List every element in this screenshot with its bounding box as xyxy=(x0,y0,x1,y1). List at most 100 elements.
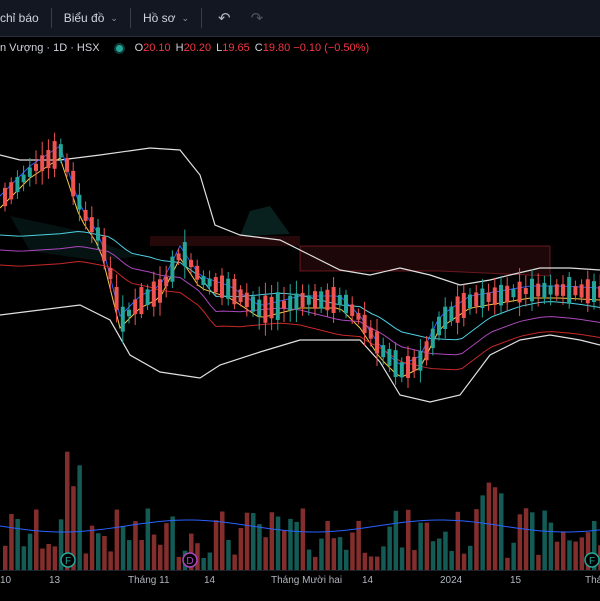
time-axis-label: Tháng Mười hai xyxy=(271,575,343,586)
charts-label: Biểu đồ xyxy=(63,11,105,25)
candle xyxy=(282,300,286,309)
volume-bar xyxy=(461,553,467,570)
ichimoku-cloud xyxy=(10,216,140,261)
bollinger-upper-line xyxy=(0,147,600,286)
volume-bar xyxy=(511,542,516,570)
candle xyxy=(275,292,280,320)
candle xyxy=(83,209,88,221)
candle xyxy=(207,278,212,287)
candle xyxy=(424,341,429,361)
candle xyxy=(201,275,206,285)
volume-bar xyxy=(114,509,120,570)
candle xyxy=(579,284,584,298)
candle xyxy=(120,306,125,332)
candle xyxy=(381,345,386,358)
volume-bar xyxy=(480,495,485,570)
moving-average-line xyxy=(0,260,600,371)
volume-bar xyxy=(561,531,566,570)
candle xyxy=(21,174,26,183)
volume-bar xyxy=(176,556,182,570)
volume-bar xyxy=(257,524,262,570)
candle xyxy=(189,259,193,268)
volume-bar xyxy=(139,540,144,570)
candle xyxy=(263,295,268,323)
volume-bar xyxy=(523,508,529,570)
volume-bar xyxy=(83,553,89,570)
candle xyxy=(480,288,485,309)
volume-bar xyxy=(263,537,268,570)
toolbar-divider xyxy=(201,8,203,28)
volume-bar xyxy=(319,538,324,570)
candle xyxy=(585,279,590,304)
candle xyxy=(220,275,224,298)
candle xyxy=(300,292,305,308)
volume-bar xyxy=(96,533,101,570)
candle xyxy=(319,291,324,309)
charts-menu-button[interactable]: Biểu đồ ⌄ xyxy=(58,0,124,36)
candle xyxy=(46,150,51,169)
volume-bar xyxy=(102,536,107,570)
candle xyxy=(226,278,231,299)
candle xyxy=(127,309,131,317)
time-axis-label: Tháng 11 xyxy=(128,575,170,586)
toolbar-divider xyxy=(129,8,131,28)
candle xyxy=(52,141,57,169)
volume-bar xyxy=(418,522,423,570)
candle xyxy=(530,278,534,302)
volume-bar xyxy=(505,557,510,570)
volume-bar xyxy=(232,554,237,570)
candle xyxy=(164,276,169,287)
volume-bar xyxy=(151,534,157,570)
volume-bar xyxy=(449,550,454,570)
volume-bar xyxy=(294,521,299,570)
market-status-icon[interactable] xyxy=(115,44,123,52)
candle xyxy=(592,281,596,302)
close-key: C xyxy=(254,42,263,54)
volume-bar xyxy=(579,537,585,570)
volume-bar xyxy=(58,519,64,570)
candle xyxy=(418,350,423,371)
indicators-button[interactable]: chỉ báo xyxy=(0,0,45,36)
volume-bar xyxy=(77,465,82,570)
candle xyxy=(244,292,249,308)
volume-bar xyxy=(46,543,51,570)
candle xyxy=(65,158,69,172)
volume-bar xyxy=(9,514,14,570)
volume-bar xyxy=(573,541,578,570)
volume-bar xyxy=(27,533,33,570)
event-marker-icon xyxy=(182,552,198,568)
volume-bar xyxy=(393,510,399,570)
candle xyxy=(443,306,448,330)
volume-bar xyxy=(381,546,386,570)
redo-icon[interactable]: ↷ xyxy=(250,10,264,27)
candle xyxy=(269,296,274,319)
candle xyxy=(511,289,516,298)
volume-bar xyxy=(455,511,461,570)
symbol-title[interactable]: n Vượng · 1D · HSX xyxy=(0,42,100,54)
undo-icon[interactable]: ↶ xyxy=(218,10,231,27)
volume-bar xyxy=(331,538,337,570)
ichimoku-cloud xyxy=(240,206,290,236)
volume-bar xyxy=(108,551,113,570)
candle xyxy=(195,265,200,280)
candle xyxy=(182,242,187,267)
event-marker-icon xyxy=(60,552,76,568)
volume-bar xyxy=(164,523,169,570)
event-marker-icon xyxy=(584,552,600,568)
open-value: 20.10 xyxy=(143,42,171,54)
candle xyxy=(474,292,479,307)
candle xyxy=(251,296,255,312)
low-key: L xyxy=(216,42,223,54)
candle xyxy=(288,295,293,311)
candle xyxy=(430,328,435,349)
profile-menu-button[interactable]: Hồ sơ ⌄ xyxy=(137,0,195,36)
volume-bar xyxy=(486,482,492,570)
volume-bar xyxy=(536,554,541,570)
time-axis[interactable]: 10 13 Tháng 11 14 Tháng Mười hai 14 2024… xyxy=(0,570,600,601)
candle xyxy=(523,288,528,295)
ichimoku-cloud xyxy=(150,236,300,246)
volume-bar xyxy=(399,547,405,570)
candle xyxy=(40,155,45,172)
volume-bar xyxy=(133,521,138,570)
